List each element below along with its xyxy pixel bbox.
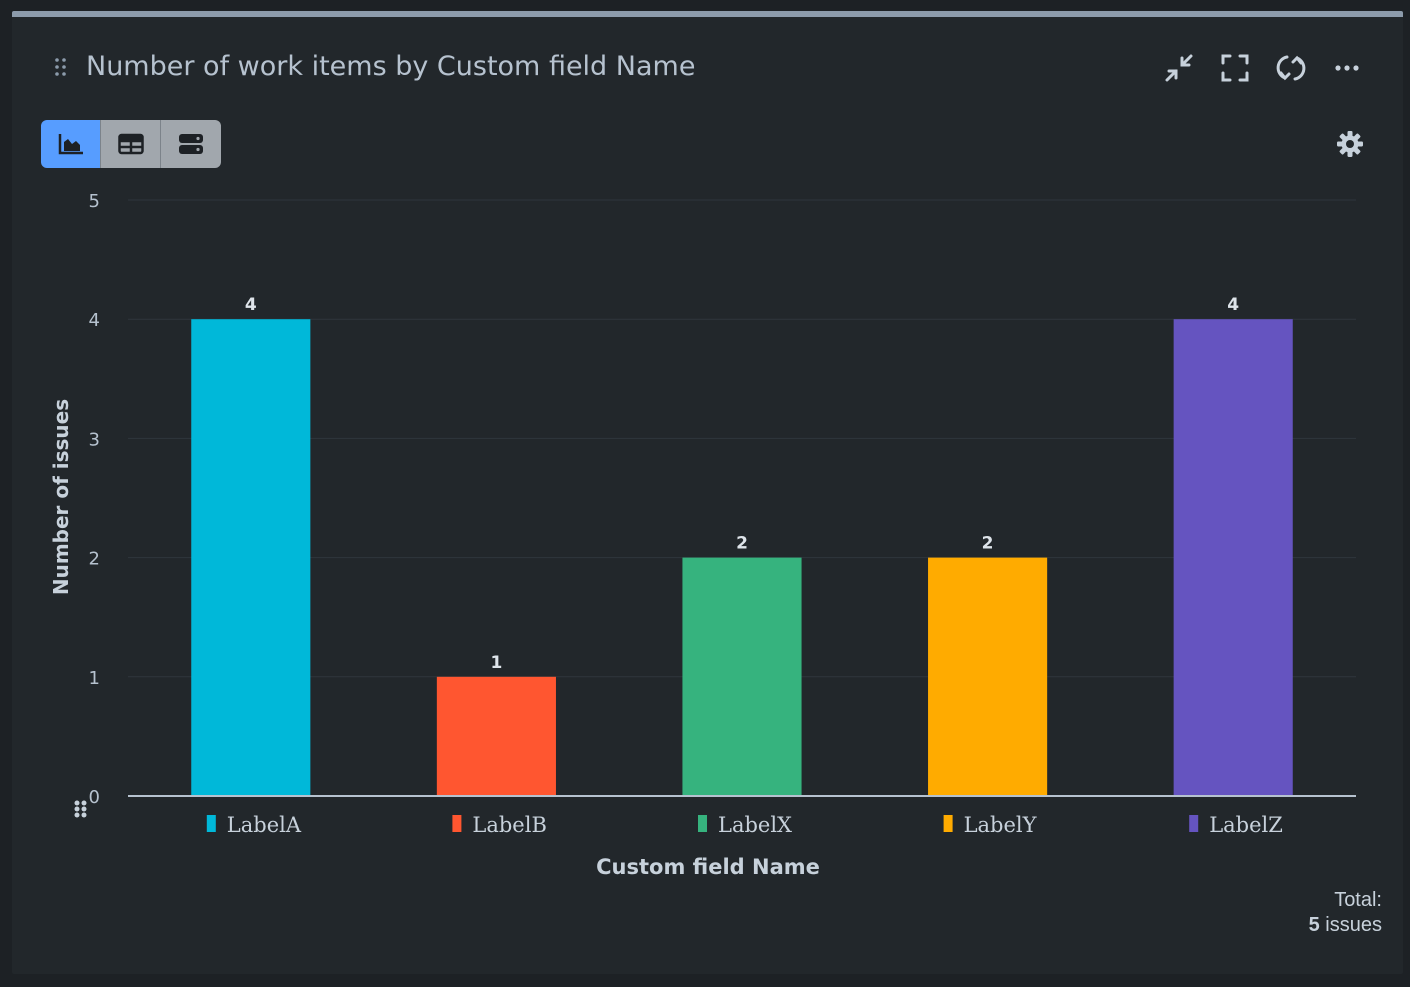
gadget-title: Number of work items by Custom field Nam… <box>86 51 696 82</box>
legend-label: LabelY <box>964 813 1038 837</box>
y-tick-label: 0 <box>89 787 100 808</box>
y-axis-ticks: 0 1 2 3 4 5 <box>89 191 100 808</box>
y-axis-label: Number of issues <box>49 399 73 595</box>
legend-item-LabelA[interactable]: LabelA <box>206 813 302 837</box>
total-summary: Total: 5 issues <box>1309 888 1382 938</box>
chart-drag-icon[interactable] <box>74 800 87 818</box>
table-view-button[interactable] <box>101 120 161 168</box>
bar-value-label: 2 <box>736 534 748 554</box>
bar-value-label: 4 <box>245 295 257 315</box>
bar-chart-view-button[interactable] <box>41 120 101 168</box>
total-unit: issues <box>1325 914 1382 936</box>
legend-item-LabelZ[interactable]: LabelZ <box>1189 813 1283 837</box>
fullscreen-icon[interactable] <box>1218 51 1252 85</box>
bar-LabelX[interactable] <box>682 557 802 796</box>
bar-value-label: 1 <box>490 653 502 673</box>
legend-label: LabelX <box>718 813 792 837</box>
legend-swatch <box>1189 815 1199 832</box>
list-icon <box>179 134 203 154</box>
legend-item-LabelX[interactable]: LabelX <box>698 813 792 837</box>
legend-swatch <box>698 815 707 832</box>
drag-handle-icon[interactable] <box>53 57 69 77</box>
table-icon <box>117 133 144 155</box>
refresh-icon[interactable] <box>1274 51 1308 85</box>
bars <box>191 319 1293 796</box>
legend-label: LabelB <box>472 813 546 837</box>
bar-value-label: 4 <box>1227 295 1239 315</box>
bar-chart-icon <box>58 134 83 155</box>
legend: LabelA LabelB LabelX LabelY LabelZ <box>206 813 1283 837</box>
total-label: Total: <box>1334 889 1382 911</box>
bar-LabelZ[interactable] <box>1173 319 1293 796</box>
legend-item-LabelY[interactable]: LabelY <box>943 813 1038 837</box>
y-tick-label: 2 <box>89 549 100 570</box>
legend-item-LabelB[interactable]: LabelB <box>452 813 547 837</box>
x-axis-label: Custom field Name <box>596 855 820 879</box>
view-toggle <box>41 120 221 168</box>
legend-swatch <box>943 815 953 832</box>
y-tick-label: 4 <box>89 310 100 331</box>
bar-LabelA[interactable] <box>191 319 311 796</box>
bar-value-labels: 4 1 2 2 4 <box>245 295 1239 673</box>
settings-gear-icon[interactable] <box>1335 129 1365 159</box>
legend-label: LabelA <box>227 813 302 837</box>
legend-swatch <box>452 815 462 832</box>
y-tick-label: 1 <box>89 668 100 689</box>
bar-LabelB[interactable] <box>436 676 556 796</box>
collapse-icon[interactable] <box>1162 51 1196 85</box>
bar-value-label: 2 <box>982 534 994 554</box>
legend-label: LabelZ <box>1209 813 1283 837</box>
legend-swatch <box>206 815 216 832</box>
list-view-button[interactable] <box>161 120 221 168</box>
y-tick-label: 3 <box>89 429 100 450</box>
bar-LabelY[interactable] <box>928 557 1048 796</box>
total-count: 5 <box>1308 914 1320 936</box>
y-tick-label: 5 <box>89 191 100 212</box>
more-icon[interactable] <box>1330 51 1364 85</box>
